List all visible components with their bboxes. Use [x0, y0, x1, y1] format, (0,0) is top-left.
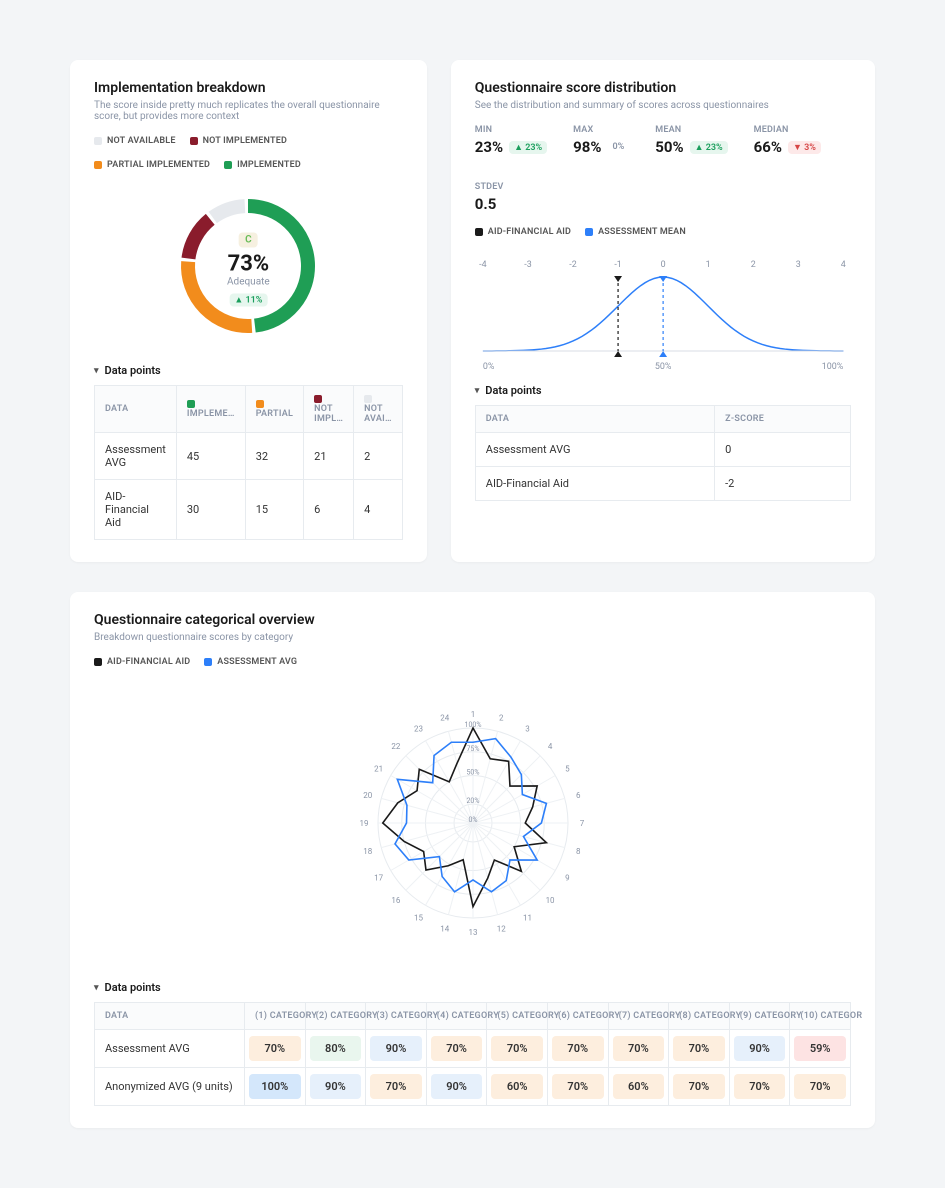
stat-item: MAX98%0%: [573, 125, 629, 156]
svg-text:20: 20: [363, 791, 372, 800]
card-title: Questionnaire score distribution: [475, 80, 851, 96]
svg-text:0%: 0%: [483, 362, 495, 372]
svg-text:0%: 0%: [468, 816, 477, 824]
svg-text:17: 17: [374, 874, 383, 883]
cat-table: DATA(1) CATEGORY(2) CATEGORY(3) CATEGORY…: [94, 1002, 851, 1106]
card-subtitle: Breakdown questionnaire scores by catego…: [94, 632, 851, 643]
stat-item: MIN23%▲ 23%: [475, 125, 547, 156]
legend-item: PARTIAL IMPLEMENTED: [94, 160, 210, 170]
svg-text:4: 4: [547, 742, 552, 751]
svg-text:0: 0: [660, 260, 665, 270]
data-points-toggle[interactable]: Data points: [94, 981, 851, 994]
table-row: Assessment AVG4532212: [95, 433, 403, 480]
svg-text:1: 1: [705, 260, 710, 270]
dist-stats-row: MIN23%▲ 23% MAX98%0% MEAN50%▲ 23% MEDIAN66%…: [475, 125, 851, 213]
table-header: Z-SCORE: [715, 406, 851, 433]
svg-text:19: 19: [359, 819, 368, 828]
table-row: Assessment AVG70%80%90%70%70%70%70%70%90…: [95, 1030, 851, 1068]
card-title: Implementation breakdown: [94, 80, 403, 96]
svg-text:7: 7: [579, 819, 584, 828]
implementation-breakdown-card: Implementation breakdown The score insid…: [70, 60, 427, 562]
donut-chart: C 73% Adequate ▲ 11%: [94, 186, 403, 346]
svg-text:10: 10: [545, 896, 554, 905]
svg-text:-3: -3: [524, 260, 531, 270]
svg-text:8: 8: [576, 847, 581, 856]
donut-percent: 73%: [227, 252, 270, 277]
svg-text:21: 21: [374, 765, 383, 774]
svg-text:16: 16: [391, 896, 400, 905]
legend-item: NOT AVAILABLE: [94, 136, 176, 146]
stat-item: MEDIAN66%▼ 3%: [754, 125, 821, 156]
table-header: (1) CATEGORY: [245, 1003, 306, 1030]
legend-item: ASSESSMENT AVG: [204, 657, 297, 667]
table-header: NOT IMPL…: [304, 386, 354, 433]
table-row: Anonymized AVG (9 units)100%90%70%90%60%…: [95, 1068, 851, 1106]
table-row: AID-Financial Aid-2: [475, 467, 850, 501]
donut-word: Adequate: [227, 277, 270, 288]
svg-text:6: 6: [576, 791, 581, 800]
stat-item: MEAN50%▲ 23%: [655, 125, 727, 156]
card-subtitle: See the distribution and summary of scor…: [475, 100, 851, 111]
card-title: Questionnaire categorical overview: [94, 612, 851, 628]
svg-text:24: 24: [440, 714, 449, 723]
legend-item: ASSESSMENT MEAN: [585, 227, 686, 237]
svg-text:13: 13: [468, 928, 477, 937]
table-row: AID-Financial Aid301564: [95, 480, 403, 540]
svg-text:23: 23: [414, 725, 423, 734]
data-points-toggle[interactable]: Data points: [94, 364, 403, 377]
svg-text:4: 4: [841, 260, 846, 270]
table-header: DATA: [475, 406, 714, 433]
svg-text:9: 9: [565, 874, 570, 883]
svg-text:20%: 20%: [466, 797, 479, 805]
table-row: Assessment AVG0: [475, 433, 850, 467]
table-header: DATA: [95, 1003, 245, 1030]
table-header: PARTIAL: [245, 386, 303, 433]
card-subtitle: The score inside pretty much replicates …: [94, 100, 403, 122]
legend-item: AID-FINANCIAL AID: [475, 227, 571, 237]
distribution-chart: -4 -3 -2 -1 0 1 2 3 4 0% 50% 100%: [475, 253, 851, 376]
svg-text:3: 3: [525, 725, 530, 734]
distribution-card: Questionnaire score distribution See the…: [451, 60, 875, 562]
table-header: NOT AVAI…: [354, 386, 403, 433]
impl-legend: NOT AVAILABLE NOT IMPLEMENTED PARTIAL IMPL…: [94, 136, 403, 170]
table-header: IMPLEME…: [176, 386, 245, 433]
grade-badge: C: [239, 233, 258, 248]
svg-text:15: 15: [414, 913, 423, 922]
svg-text:-4: -4: [479, 260, 486, 270]
data-points-toggle[interactable]: Data points: [475, 384, 851, 397]
svg-text:18: 18: [363, 847, 372, 856]
svg-text:-2: -2: [569, 260, 576, 270]
svg-text:75%: 75%: [466, 745, 479, 753]
svg-text:2: 2: [498, 714, 503, 723]
svg-text:2: 2: [750, 260, 755, 270]
categorical-card: Questionnaire categorical overview Break…: [70, 592, 875, 1128]
svg-text:14: 14: [440, 924, 449, 933]
svg-text:50%: 50%: [655, 362, 672, 372]
svg-text:11: 11: [523, 913, 532, 922]
legend-item: NOT IMPLEMENTED: [190, 136, 287, 146]
svg-text:12: 12: [496, 924, 505, 933]
svg-text:100%: 100%: [822, 362, 844, 372]
legend-item: IMPLEMENTED: [224, 160, 301, 170]
svg-text:-1: -1: [614, 260, 621, 270]
legend-item: AID-FINANCIAL AID: [94, 657, 190, 667]
stat-item: STDEV0.5: [475, 182, 504, 213]
donut-delta: ▲ 11%: [229, 294, 267, 307]
svg-text:22: 22: [391, 742, 400, 751]
dist-legend: AID-FINANCIAL AID ASSESSMENT MEAN: [475, 227, 851, 237]
svg-text:3: 3: [796, 260, 801, 270]
svg-text:50%: 50%: [466, 769, 479, 777]
table-header: DATA: [95, 386, 177, 433]
radar-chart: 1234567891011121314151617181920212223240…: [94, 683, 851, 963]
svg-text:1: 1: [470, 710, 475, 719]
cat-legend: AID-FINANCIAL AID ASSESSMENT AVG: [94, 657, 851, 667]
impl-table: DATAIMPLEME…PARTIALNOT IMPL…NOT AVAI… As…: [94, 385, 403, 540]
svg-text:5: 5: [565, 765, 570, 774]
dist-table: DATAZ-SCORE Assessment AVG0AID-Financial…: [475, 405, 851, 501]
